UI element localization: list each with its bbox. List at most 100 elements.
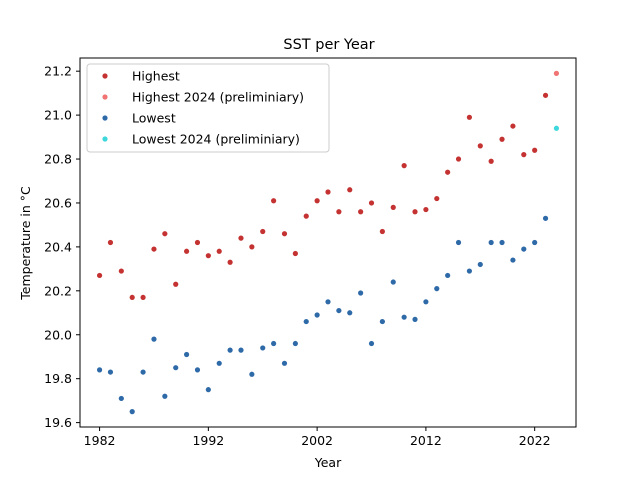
legend-marker — [102, 136, 108, 142]
data-point — [510, 123, 516, 129]
data-point — [434, 195, 440, 202]
data-point — [216, 248, 222, 254]
data-point — [238, 347, 244, 353]
chart-title: SST per Year — [283, 37, 374, 53]
data-point — [314, 198, 320, 204]
data-point — [140, 294, 146, 301]
data-point — [271, 198, 277, 204]
data-point — [488, 239, 494, 246]
data-point — [205, 387, 211, 393]
data-point — [96, 272, 103, 279]
data-point — [401, 314, 407, 320]
data-point — [521, 246, 527, 252]
x-axis-label: Year — [314, 455, 342, 470]
plot-area — [79, 57, 577, 428]
data-point — [347, 310, 353, 316]
data-point — [445, 169, 451, 175]
y-tick-label: 20.2 — [44, 283, 72, 298]
y-tick-label: 20.8 — [44, 152, 72, 167]
data-point — [260, 228, 266, 235]
legend-item: Highest 2024 (preliminiary) — [102, 90, 304, 105]
data-point — [521, 152, 527, 158]
legend-label: Lowest — [132, 111, 176, 126]
x-tick-label: 2022 — [519, 433, 551, 448]
x-tick-label: 2012 — [410, 433, 442, 448]
data-point — [325, 189, 331, 195]
data-point — [542, 215, 549, 221]
legend-item: Highest — [102, 69, 180, 84]
data-point — [140, 369, 146, 375]
data-point — [423, 206, 429, 213]
legend-label: Highest — [132, 69, 180, 84]
data-point — [347, 187, 353, 193]
data-point — [532, 239, 538, 246]
data-point — [466, 268, 473, 274]
data-point — [303, 213, 309, 219]
y-tick-label: 21.2 — [44, 64, 72, 79]
data-point — [358, 209, 364, 215]
y-axis-label: Temperature in °C — [18, 186, 33, 301]
data-point — [477, 261, 483, 268]
data-point — [162, 231, 168, 237]
series-1 — [96, 92, 549, 301]
data-point — [325, 299, 331, 305]
y-tick-label: 20.0 — [44, 327, 72, 342]
data-point — [358, 290, 364, 296]
data-point — [466, 114, 473, 120]
y-tick-label: 19.8 — [44, 371, 72, 386]
data-point — [532, 147, 538, 153]
data-point — [368, 200, 375, 206]
data-point — [249, 371, 255, 377]
data-point — [499, 239, 505, 246]
data-point — [434, 286, 440, 292]
x-tick-label: 1982 — [84, 433, 116, 448]
data-point — [129, 409, 135, 415]
data-point — [173, 281, 179, 287]
data-point — [162, 393, 168, 399]
series-2 — [553, 70, 560, 76]
legend-marker — [102, 115, 108, 121]
data-point — [423, 299, 429, 305]
data-point — [488, 158, 494, 164]
data-point — [260, 345, 266, 351]
data-point — [183, 351, 190, 358]
data-point — [553, 125, 560, 131]
data-point — [194, 239, 201, 246]
data-point — [390, 204, 396, 210]
data-point — [118, 268, 124, 274]
data-point — [477, 143, 483, 149]
data-point — [314, 312, 320, 318]
legend-label: Lowest 2024 (preliminiary) — [132, 132, 300, 147]
legend-box — [86, 63, 330, 153]
data-point — [292, 250, 298, 257]
series-3 — [96, 215, 549, 415]
data-point — [227, 347, 233, 353]
data-point — [194, 367, 201, 373]
data-point — [412, 209, 418, 215]
data-point — [271, 340, 277, 347]
data-point — [238, 235, 244, 241]
data-point — [151, 246, 157, 252]
data-point — [368, 340, 375, 347]
y-tick-label: 20.4 — [44, 239, 72, 254]
legend-marker — [102, 73, 108, 79]
x-tick-label: 2002 — [301, 433, 333, 448]
data-point — [129, 294, 135, 301]
series-4 — [553, 125, 560, 131]
data-point — [412, 316, 418, 322]
data-point — [292, 340, 298, 347]
legend-marker — [102, 94, 108, 100]
data-point — [401, 163, 407, 169]
axes-frame — [79, 57, 577, 428]
data-point — [216, 360, 222, 366]
data-point — [390, 279, 396, 285]
data-point — [455, 239, 462, 246]
data-point — [107, 239, 114, 246]
data-point — [227, 259, 233, 265]
data-point — [281, 231, 288, 237]
data-point — [379, 318, 385, 325]
data-point — [118, 395, 124, 402]
data-point — [151, 336, 157, 342]
data-point — [303, 318, 309, 325]
